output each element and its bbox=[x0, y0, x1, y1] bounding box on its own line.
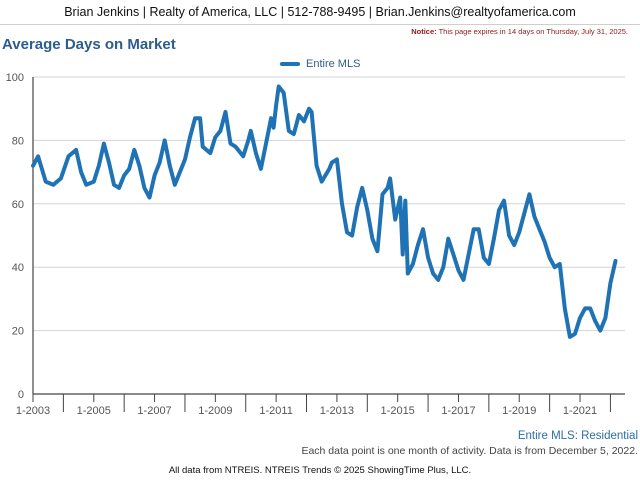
chart-legend[interactable]: Entire MLS bbox=[280, 58, 360, 70]
data-note: Each data point is one month of activity… bbox=[301, 445, 638, 457]
x-tick-label: 1-2005 bbox=[77, 405, 111, 417]
y-tick-label: 60 bbox=[12, 199, 24, 211]
data-credits: All data from NTREIS. NTREIS Trends © 20… bbox=[168, 465, 472, 476]
x-tick-label: 1-2020 bbox=[533, 419, 567, 420]
x-tick-label: 1-2007 bbox=[137, 405, 171, 417]
line-chart: 0 20 40 60 80 100 1-2003 1-2005 1-2007 1-2009 1-20… bbox=[6, 72, 628, 420]
notice-label: Notice: bbox=[411, 27, 437, 36]
x-tick-label: 1-2011 bbox=[259, 405, 292, 417]
x-tick-label: 1-2021 bbox=[563, 405, 597, 417]
x-tick-label: 1-2010 bbox=[229, 419, 263, 420]
expiry-notice: Notice: This page expires in 14 days on … bbox=[411, 27, 628, 36]
x-tick-label: 1-2006 bbox=[107, 419, 141, 420]
x-tick-label: 1-2015 bbox=[381, 405, 415, 417]
x-tick-label: 1-2018 bbox=[472, 419, 506, 420]
x-tick-label: 1-2004 bbox=[46, 419, 80, 420]
x-tick-label: 1-2017 bbox=[441, 405, 475, 417]
legend-label: Entire MLS bbox=[306, 58, 361, 70]
y-tick-label: 80 bbox=[12, 135, 24, 147]
legend-swatch bbox=[280, 62, 300, 67]
y-tick-label: 20 bbox=[12, 326, 24, 338]
notice-text: This page expires in 14 days on Thursday… bbox=[438, 27, 628, 36]
x-tick-label: 1-2014 bbox=[350, 419, 384, 420]
x-tick-label: 1-2009 bbox=[198, 405, 232, 417]
y-tick-label: 100 bbox=[6, 72, 24, 84]
chart-title: Average Days on Market bbox=[2, 36, 176, 53]
x-tick-label: 1-2012 bbox=[289, 419, 323, 420]
y-tick-label: 0 bbox=[18, 389, 24, 401]
agent-info-text: Brian Jenkins | Realty of America, LLC |… bbox=[64, 5, 576, 19]
agent-info-bar: Brian Jenkins | Realty of America, LLC |… bbox=[0, 0, 640, 25]
x-tick-label: 1-2022 bbox=[593, 419, 627, 420]
x-tick-label: 1-2013 bbox=[320, 405, 354, 417]
y-tick-label: 40 bbox=[12, 262, 24, 274]
x-tick-label: 1-2019 bbox=[502, 405, 536, 417]
series-line-entire-mls bbox=[31, 84, 618, 339]
x-tick-label: 1-2016 bbox=[411, 419, 445, 420]
x-tick-label: 1-2003 bbox=[16, 405, 50, 417]
series-label: Entire MLS: Residential bbox=[517, 430, 638, 442]
x-tick-label: 1-2008 bbox=[168, 419, 202, 420]
